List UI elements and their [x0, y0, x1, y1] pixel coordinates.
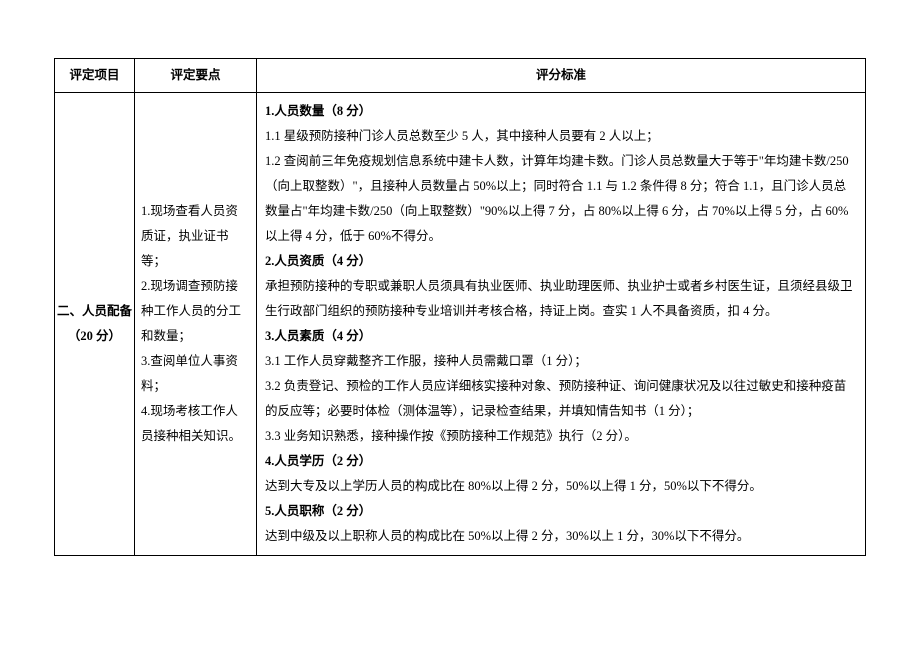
criteria-title: 5.人员职称（2 分）: [265, 499, 857, 524]
criteria-line: 3.1 工作人员穿戴整齐工作服，接种人员需戴口罩（1 分）；: [265, 349, 857, 374]
item-label-line1: 二、人员配备: [57, 299, 132, 324]
key-point: 2.现场调查预防接种工作人员的分工和数量；: [141, 274, 250, 349]
col-header-points: 评定要点: [135, 59, 257, 93]
item-label-line2: （20 分）: [57, 324, 132, 349]
table-header-row: 评定项目 评定要点 评分标准: [55, 59, 866, 93]
col-header-item: 评定项目: [55, 59, 135, 93]
criteria-line: 3.3 业务知识熟悉，接种操作按《预防接种工作规范》执行（2 分）。: [265, 424, 857, 449]
criteria-title: 2.人员资质（4 分）: [265, 249, 857, 274]
col-header-criteria: 评分标准: [257, 59, 866, 93]
criteria-line: 1.2 查阅前三年免疫规划信息系统中建卡人数，计算年均建卡数。门诊人员总数量大于…: [265, 149, 857, 249]
key-point: 1.现场查看人员资质证，执业证书等；: [141, 199, 250, 274]
criteria-line: 1.1 星级预防接种门诊人员总数至少 5 人，其中接种人员要有 2 人以上；: [265, 124, 857, 149]
criteria-title: 4.人员学历（2 分）: [265, 449, 857, 474]
scoring-table: 评定项目 评定要点 评分标准 二、人员配备 （20 分） 1.现场查看人员资质证…: [54, 58, 866, 556]
key-point: 4.现场考核工作人员接种相关知识。: [141, 399, 250, 449]
cell-criteria: 1.人员数量（8 分） 1.1 星级预防接种门诊人员总数至少 5 人，其中接种人…: [257, 93, 866, 556]
criteria-line: 达到中级及以上职称人员的构成比在 50%以上得 2 分，30%以上 1 分，30…: [265, 524, 857, 549]
table-row: 二、人员配备 （20 分） 1.现场查看人员资质证，执业证书等； 2.现场调查预…: [55, 93, 866, 556]
criteria-line: 达到大专及以上学历人员的构成比在 80%以上得 2 分，50%以上得 1 分，5…: [265, 474, 857, 499]
cell-item: 二、人员配备 （20 分）: [55, 93, 135, 556]
criteria-title: 3.人员素质（4 分）: [265, 324, 857, 349]
criteria-line: 承担预防接种的专职或兼职人员须具有执业医师、执业助理医师、执业护士或者乡村医生证…: [265, 274, 857, 324]
criteria-title: 1.人员数量（8 分）: [265, 99, 857, 124]
key-point: 3.查阅单位人事资料；: [141, 349, 250, 399]
cell-points: 1.现场查看人员资质证，执业证书等； 2.现场调查预防接种工作人员的分工和数量；…: [135, 93, 257, 556]
criteria-line: 3.2 负责登记、预检的工作人员应详细核实接种对象、预防接种证、询问健康状况及以…: [265, 374, 857, 424]
